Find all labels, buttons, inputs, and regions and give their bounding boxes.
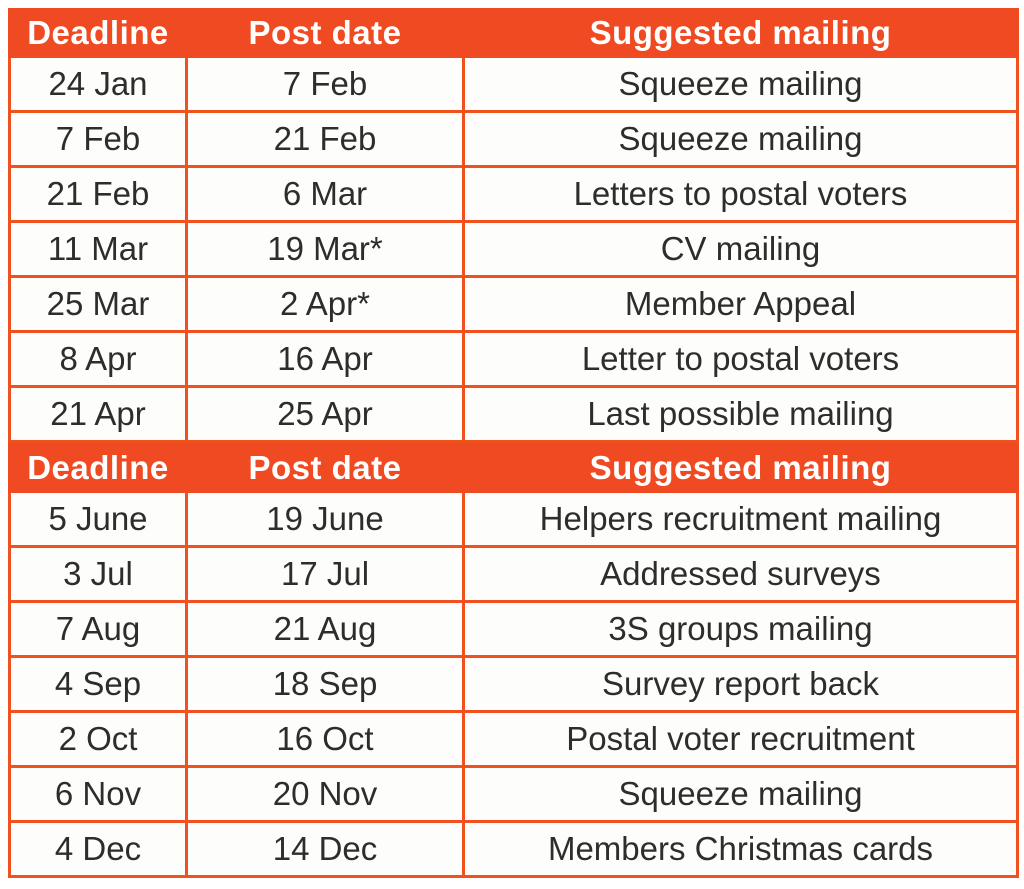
post-date-cell: 17 Jul [185, 545, 465, 603]
suggested-mailing-cell: Addressed surveys [462, 545, 1019, 603]
post-date-cell: 21 Aug [185, 600, 465, 658]
post-date-cell: 16 Apr [185, 330, 465, 388]
deadline-cell: 6 Nov [8, 765, 188, 823]
suggested-mailing-cell: Squeeze mailing [462, 765, 1019, 823]
suggested-mailing-cell: Survey report back [462, 655, 1019, 713]
mailing-schedule-table-2: Deadline Post date Suggested mailing 5 J… [8, 443, 1019, 878]
table-row: 24 Jan 7 Feb Squeeze mailing [8, 55, 1019, 113]
suggested-mailing-cell: Member Appeal [462, 275, 1019, 333]
post-date-cell: 19 Mar* [185, 220, 465, 278]
header-row: Deadline Post date Suggested mailing [8, 443, 1019, 493]
suggested-mailing-cell: Squeeze mailing [462, 110, 1019, 168]
post-date-cell: 14 Dec [185, 820, 465, 878]
deadline-cell: 8 Apr [8, 330, 188, 388]
suggested-mailing-cell: CV mailing [462, 220, 1019, 278]
table-row: 8 Apr 16 Apr Letter to postal voters [8, 330, 1019, 388]
deadline-cell: 7 Feb [8, 110, 188, 168]
table-row: 5 June 19 June Helpers recruitment maili… [8, 490, 1019, 548]
header-row: Deadline Post date Suggested mailing [8, 8, 1019, 58]
table-row: 4 Sep 18 Sep Survey report back [8, 655, 1019, 713]
deadline-cell: 7 Aug [8, 600, 188, 658]
post-date-cell: 19 June [185, 490, 465, 548]
column-header-post-date: Post date [185, 8, 465, 58]
column-header-suggested-mailing: Suggested mailing [462, 8, 1019, 58]
post-date-cell: 21 Feb [185, 110, 465, 168]
post-date-cell: 6 Mar [185, 165, 465, 223]
table-row: 4 Dec 14 Dec Members Christmas cards [8, 820, 1019, 878]
suggested-mailing-cell: 3S groups mailing [462, 600, 1019, 658]
column-header-post-date: Post date [185, 443, 465, 493]
suggested-mailing-cell: Members Christmas cards [462, 820, 1019, 878]
table-row: 7 Aug 21 Aug 3S groups mailing [8, 600, 1019, 658]
deadline-cell: 11 Mar [8, 220, 188, 278]
deadline-cell: 4 Dec [8, 820, 188, 878]
deadline-cell: 25 Mar [8, 275, 188, 333]
table-row: 6 Nov 20 Nov Squeeze mailing [8, 765, 1019, 823]
suggested-mailing-cell: Letters to postal voters [462, 165, 1019, 223]
deadline-cell: 2 Oct [8, 710, 188, 768]
deadline-cell: 4 Sep [8, 655, 188, 713]
suggested-mailing-cell: Squeeze mailing [462, 55, 1019, 113]
deadline-cell: 21 Apr [8, 385, 188, 443]
post-date-cell: 25 Apr [185, 385, 465, 443]
suggested-mailing-cell: Last possible mailing [462, 385, 1019, 443]
post-date-cell: 7 Feb [185, 55, 465, 113]
column-header-deadline: Deadline [8, 8, 188, 58]
table-row: 3 Jul 17 Jul Addressed surveys [8, 545, 1019, 603]
column-header-suggested-mailing: Suggested mailing [462, 443, 1019, 493]
table-row: 21 Apr 25 Apr Last possible mailing [8, 385, 1019, 443]
table-row: 25 Mar 2 Apr* Member Appeal [8, 275, 1019, 333]
table-row: 2 Oct 16 Oct Postal voter recruitment [8, 710, 1019, 768]
deadline-cell: 24 Jan [8, 55, 188, 113]
deadline-cell: 21 Feb [8, 165, 188, 223]
table-row: 7 Feb 21 Feb Squeeze mailing [8, 110, 1019, 168]
table-row: 21 Feb 6 Mar Letters to postal voters [8, 165, 1019, 223]
deadline-cell: 3 Jul [8, 545, 188, 603]
mailing-schedule-table-1: Deadline Post date Suggested mailing 24 … [8, 8, 1019, 443]
post-date-cell: 18 Sep [185, 655, 465, 713]
post-date-cell: 16 Oct [185, 710, 465, 768]
post-date-cell: 2 Apr* [185, 275, 465, 333]
suggested-mailing-cell: Letter to postal voters [462, 330, 1019, 388]
deadline-cell: 5 June [8, 490, 188, 548]
column-header-deadline: Deadline [8, 443, 188, 493]
post-date-cell: 20 Nov [185, 765, 465, 823]
suggested-mailing-cell: Postal voter recruitment [462, 710, 1019, 768]
table-row: 11 Mar 19 Mar* CV mailing [8, 220, 1019, 278]
suggested-mailing-cell: Helpers recruitment mailing [462, 490, 1019, 548]
